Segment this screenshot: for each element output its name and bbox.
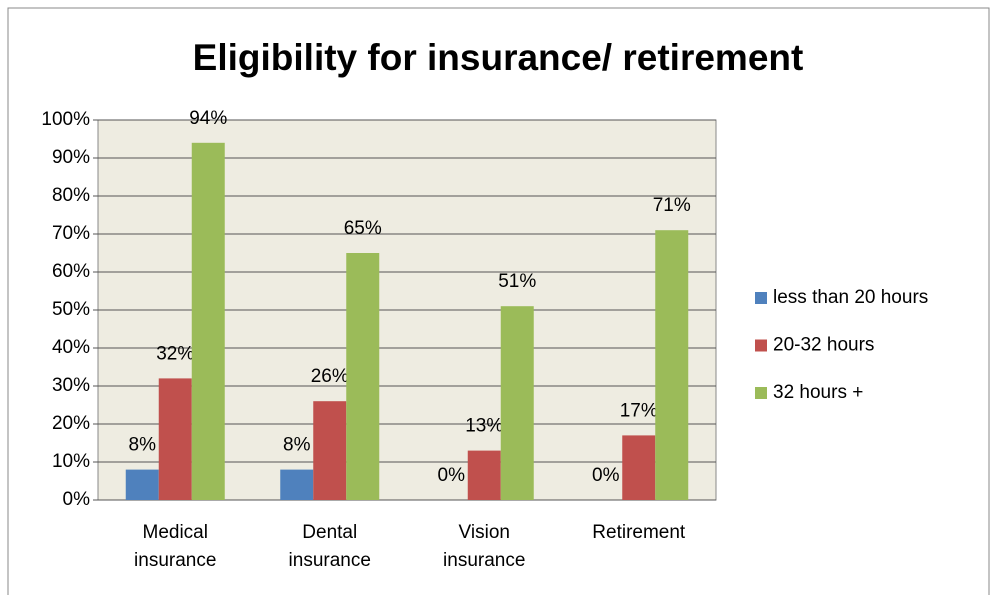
bar: [622, 435, 656, 500]
legend-swatch: [755, 339, 767, 352]
data-label: 0%: [438, 465, 466, 486]
data-label: 51%: [498, 271, 536, 292]
y-tick-label: 70%: [52, 223, 90, 244]
legend-swatch: [755, 387, 767, 399]
bar: [158, 378, 192, 500]
y-tick-label: 50%: [52, 299, 90, 320]
y-tick-label: 40%: [52, 337, 90, 358]
bar: [191, 142, 225, 501]
data-label: 8%: [283, 435, 311, 456]
data-label: 65%: [344, 218, 382, 239]
bar: [125, 469, 159, 500]
y-tick-label: 90%: [52, 147, 90, 168]
x-tick-label: Retirement: [592, 522, 686, 543]
data-label: 13%: [465, 416, 503, 437]
bar: [467, 450, 501, 500]
legend-label: less than 20 hours: [773, 287, 928, 308]
bar: [500, 306, 534, 500]
data-label: 94%: [189, 108, 227, 129]
data-label: 17%: [620, 400, 658, 421]
y-tick-label: 30%: [52, 375, 90, 396]
data-label: 26%: [311, 366, 349, 387]
legend-label: 20-32 hours: [773, 335, 874, 356]
bar: [313, 401, 347, 500]
data-label: 32%: [156, 343, 194, 364]
data-label: 0%: [592, 465, 620, 486]
legend-swatch: [755, 292, 767, 304]
x-tick-label: Dental insurance: [288, 522, 371, 571]
y-tick-label: 80%: [52, 185, 90, 206]
y-tick-label: 20%: [52, 413, 90, 434]
y-tick-label: 60%: [52, 261, 90, 282]
x-tick-label: Medical insurance: [134, 522, 217, 571]
chart-title: Eligibility for insurance/ retirement: [193, 37, 804, 78]
data-label: 8%: [129, 435, 157, 456]
chart-border: [7, 7, 990, 595]
y-tick-label: 100%: [41, 109, 90, 130]
data-label: 71%: [653, 195, 691, 216]
x-tick-label: Vision insurance: [443, 522, 526, 571]
bar: [280, 469, 314, 500]
y-tick-label: 10%: [52, 451, 90, 472]
bar: [346, 253, 380, 500]
legend-label: 32 hours +: [773, 382, 863, 403]
bar: [655, 230, 689, 500]
y-tick-label: 0%: [63, 489, 91, 510]
